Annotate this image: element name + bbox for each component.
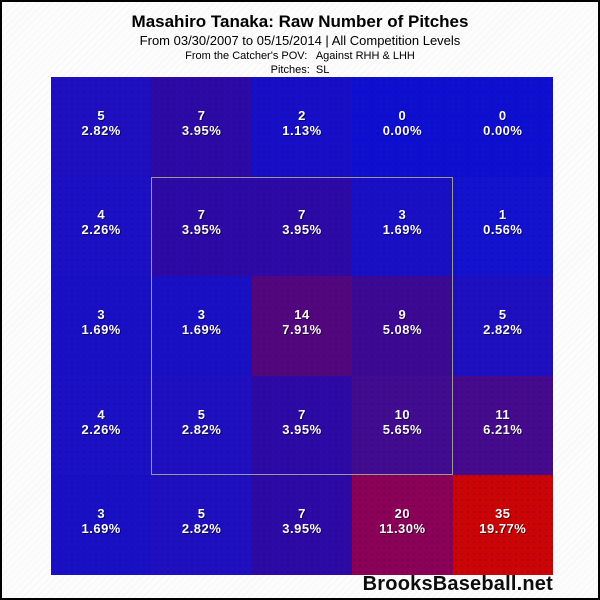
chart-pitch-type-line: Pitches: SL — [270, 64, 330, 76]
cell-percentage: 2.82% — [483, 321, 523, 337]
cell-count: 10 — [394, 406, 411, 422]
cell-percentage: 3.95% — [282, 222, 322, 238]
heatmap-cell-r3c5: 5 2.82% — [452, 276, 553, 376]
cell-percentage: 0.00% — [382, 122, 423, 138]
heatmap-cell-r5c4: 20 11.30% — [352, 475, 453, 575]
brand-watermark: BrooksBaseball.net — [362, 573, 553, 595]
cell-count: 3 — [398, 207, 407, 223]
cell-percentage: 1.69% — [81, 521, 121, 537]
cell-count: 4 — [97, 207, 106, 223]
heatmap-cell-r1c2: 7 3.95% — [151, 77, 252, 177]
heatmap-cell-r5c2: 5 2.82% — [151, 475, 252, 575]
cell-count: 7 — [197, 107, 206, 123]
cell-count: 5 — [197, 506, 206, 522]
cell-percentage: 2.82% — [81, 122, 121, 138]
heatmap-cell-r2c1: 4 2.26% — [51, 176, 152, 277]
cell-percentage: 6.21% — [483, 421, 523, 437]
heatmap-cell-r1c3: 2 1.13% — [251, 77, 353, 177]
heatmap-cell-r4c2: 5 2.82% — [151, 375, 252, 476]
heatmap-cell-r4c5: 11 6.21% — [452, 375, 553, 476]
heatmap-cell-r1c4: 0 0.00% — [352, 77, 453, 177]
cell-percentage: 0.56% — [483, 222, 523, 238]
cell-percentage: 11.30% — [379, 521, 426, 537]
cell-percentage: 2.82% — [181, 521, 222, 537]
heatmap-cell-r3c1: 3 1.69% — [51, 276, 152, 376]
cell-percentage: 2.26% — [81, 222, 121, 238]
cell-count: 11 — [495, 406, 511, 422]
heatmap-cell-r4c4: 10 5.65% — [352, 375, 453, 476]
heatmap-cell-r3c4: 9 5.08% — [352, 276, 453, 376]
heatmap-cell-r4c3: 7 3.95% — [251, 375, 353, 476]
heatmap-cell-r1c1: 5 2.82% — [51, 77, 152, 177]
chart-header: Masahiro Tanaka: Raw Number of Pitches F… — [2, 11, 598, 77]
cell-count: 3 — [197, 306, 206, 322]
cell-count: 3 — [97, 306, 106, 322]
cell-percentage: 3.95% — [181, 222, 222, 238]
cell-percentage: 3.95% — [282, 421, 322, 437]
cell-percentage: 1.69% — [81, 321, 121, 337]
chart-date-range: From 03/30/2007 to 05/15/2014 | All Comp… — [139, 33, 461, 48]
cell-count: 1 — [498, 207, 507, 223]
cell-percentage: 5.08% — [382, 321, 423, 337]
cell-count: 5 — [97, 107, 106, 123]
heatmap-cell-r5c3: 7 3.95% — [251, 475, 353, 575]
heatmap-cell-r2c3: 7 3.95% — [251, 176, 353, 277]
heatmap-cell-r3c2: 3 1.69% — [151, 276, 252, 376]
cell-percentage: 1.69% — [181, 321, 222, 337]
chart-pov-line: From the Catcher's POV: Against RHH & LH… — [185, 50, 415, 62]
cell-percentage: 3.95% — [282, 521, 322, 537]
cell-count: 14 — [294, 306, 310, 322]
cell-count: 5 — [498, 306, 507, 322]
cell-count: 7 — [298, 406, 306, 422]
cell-percentage: 2.82% — [181, 421, 222, 437]
cell-percentage: 5.65% — [382, 421, 423, 437]
heatmap-cell-r5c5: 35 19.77% — [452, 475, 553, 575]
cell-percentage: 3.95% — [181, 122, 222, 138]
cell-percentage: 1.13% — [282, 122, 322, 138]
cell-count: 7 — [298, 506, 306, 522]
chart-title: Masahiro Tanaka: Raw Number of Pitches — [131, 12, 469, 31]
cell-count: 20 — [394, 506, 411, 522]
heatmap-cell-r2c5: 1 0.56% — [452, 176, 553, 277]
cell-count: 9 — [398, 306, 407, 322]
cell-percentage: 2.26% — [81, 421, 121, 437]
cell-count: 5 — [197, 406, 206, 422]
heatmap-cell-r5c1: 3 1.69% — [51, 475, 152, 575]
heatmap-grid: 5 2.82% 7 3.95% 2 1.13% 0 0.00% 0 0.00% 4 2.26% 7 3.9… — [51, 77, 553, 575]
cell-count: 0 — [498, 107, 507, 123]
cell-count: 3 — [97, 506, 106, 522]
cell-count: 2 — [298, 107, 306, 123]
cell-percentage: 19.77% — [479, 521, 527, 537]
cell-count: 7 — [197, 207, 206, 223]
cell-percentage: 1.69% — [382, 222, 423, 238]
cell-percentage: 7.91% — [282, 321, 322, 337]
heatmap-cell-r3c3: 14 7.91% — [251, 276, 353, 376]
cell-percentage: 0.00% — [483, 122, 523, 138]
heatmap-cell-r2c2: 7 3.95% — [151, 176, 252, 277]
cell-count: 0 — [398, 107, 407, 123]
cell-count: 4 — [97, 406, 106, 422]
heatmap-cell-r2c4: 3 1.69% — [352, 176, 453, 277]
heatmap-cell-r4c1: 4 2.26% — [51, 375, 152, 476]
cell-count: 7 — [298, 207, 306, 223]
cell-count: 35 — [495, 506, 511, 522]
heatmap-cell-r1c5: 0 0.00% — [452, 77, 553, 177]
